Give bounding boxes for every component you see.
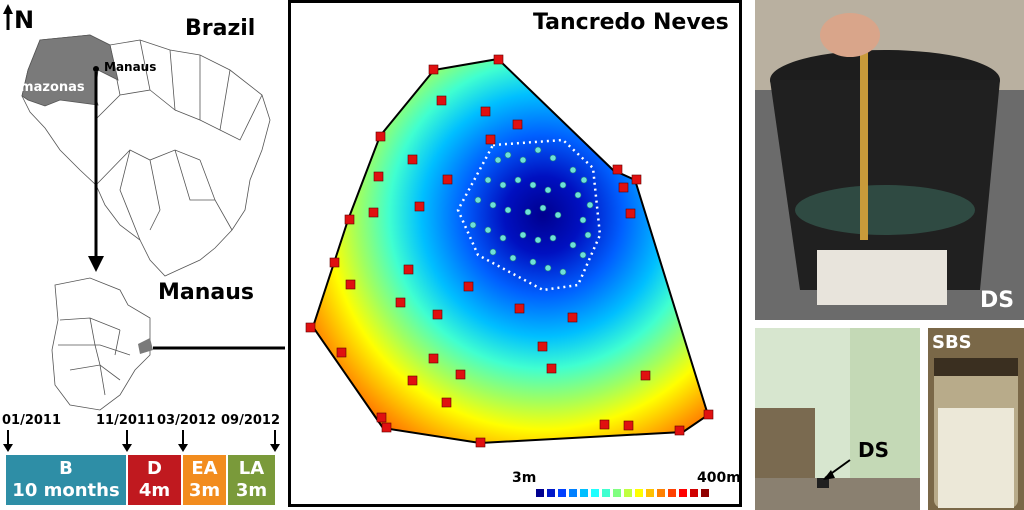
phase-ea: EA 3m: [183, 455, 226, 505]
north-arrow-icon: [3, 4, 13, 30]
amazonas-state: [21, 34, 119, 107]
photo-top-label: DS: [980, 288, 1015, 313]
manaus-map: [51, 277, 151, 411]
distance-heatmap: [305, 54, 714, 497]
sbs-jar-photo: [928, 328, 1024, 510]
phase-d-code: D: [147, 458, 162, 479]
phase-b-duration: 10 months: [12, 480, 120, 501]
timeline-arrows: [7, 430, 276, 450]
trap-squares: [305, 54, 714, 448]
amazonas-label: Amazonas: [10, 80, 85, 95]
ovitrap-points: [469, 146, 594, 276]
date-label-3: 03/2012: [157, 413, 217, 428]
dissemination-station-photo: [755, 0, 1024, 320]
photo-sbs-jar: SBS: [928, 328, 1024, 510]
date-label-4: 09/2012: [221, 413, 281, 428]
phase-d: D 4m: [128, 455, 181, 505]
study-area-polygon: [311, 57, 710, 445]
distance-legend-ramp: [536, 489, 709, 497]
brazil-title: Brazil: [185, 16, 256, 41]
north-label: N: [14, 6, 35, 34]
legend-min-label: 3m: [512, 470, 537, 486]
phase-ea-duration: 3m: [188, 480, 221, 501]
photo-ds-wall: DS: [755, 328, 920, 510]
photo-bottom-left-label: DS: [858, 438, 890, 462]
phase-la: LA 3m: [228, 455, 275, 505]
manaus-city-label: Manaus: [104, 60, 157, 74]
map-title: Tancredo Neves: [533, 10, 729, 35]
phase-ea-code: EA: [191, 458, 218, 479]
date-label-2: 11/2011: [96, 413, 156, 428]
phase-la-duration: 3m: [235, 480, 268, 501]
legend-max-label: 400m: [697, 470, 741, 486]
photo-bottom-right-label: SBS: [932, 332, 972, 353]
heatmap-frame: [288, 0, 742, 507]
date-label-1: 01/2011: [2, 413, 62, 428]
phase-la-code: LA: [238, 458, 265, 479]
tancredo-neves-marker: [138, 338, 153, 354]
phase-b: B 10 months: [6, 455, 126, 505]
manaus-title: Manaus: [158, 280, 255, 305]
ds-wall-photo: [755, 328, 920, 510]
photo-dissemination-station: DS: [755, 0, 1024, 320]
location-panel: N Brazil Amazonas Manaus Manaus 01/2011 …: [0, 0, 285, 510]
manaus-dot: [93, 66, 99, 72]
phase-d-duration: 4m: [138, 480, 171, 501]
location-maps: [3, 4, 285, 452]
phase-b-code: B: [59, 458, 73, 479]
